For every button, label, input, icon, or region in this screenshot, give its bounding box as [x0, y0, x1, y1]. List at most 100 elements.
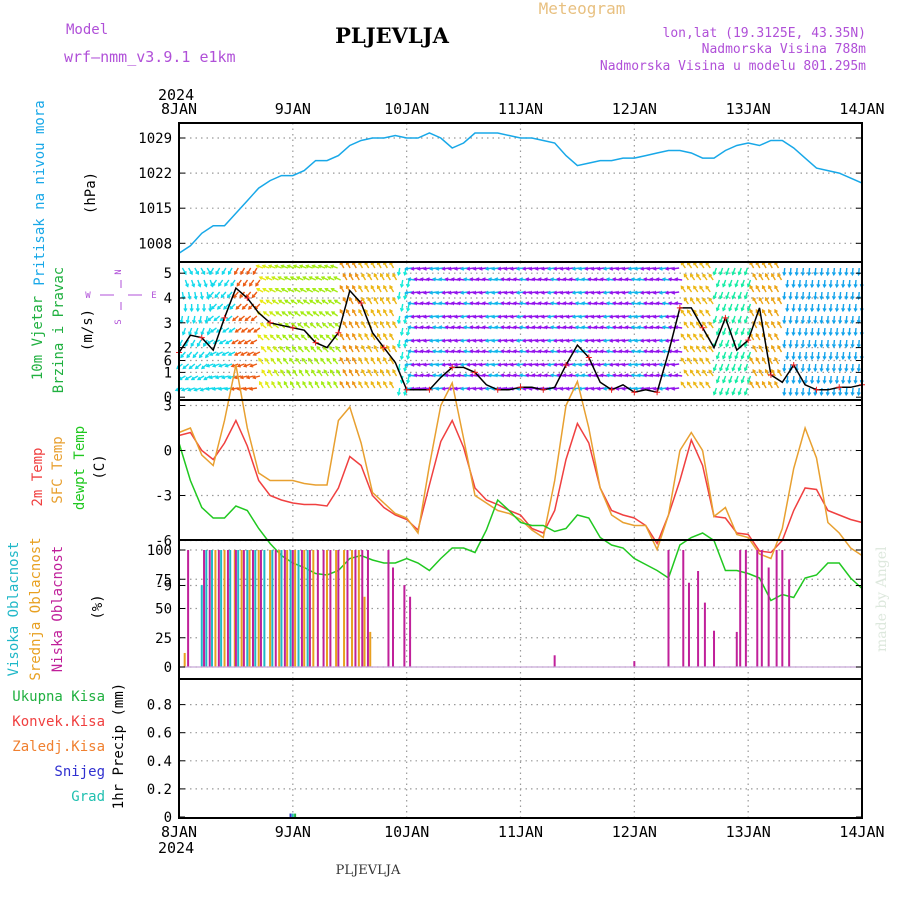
wind-arrowhead: [262, 311, 267, 315]
wind-arrow: [578, 387, 587, 390]
wind-arrowhead: [537, 373, 542, 378]
wind-arrowhead: [355, 368, 359, 373]
wind-arrowhead: [348, 344, 353, 349]
wind-arrowhead: [624, 325, 629, 330]
signature: made by Angel: [874, 546, 890, 652]
wind-arrowhead: [438, 277, 443, 282]
wind-arrow: [439, 350, 447, 353]
wind-arrow: [361, 273, 367, 281]
wind-arrow: [352, 381, 357, 389]
wind-arrow: [397, 267, 401, 276]
wind-arrow: [211, 279, 218, 287]
wind-arrow: [247, 351, 255, 356]
wind-arrowhead: [509, 362, 514, 367]
wind-arrowhead: [764, 272, 769, 277]
wind-arrow: [839, 387, 842, 396]
wind-arrow: [507, 350, 515, 353]
wind-arrow: [848, 327, 851, 336]
wind-arrow: [222, 327, 230, 333]
wind-arrowhead: [768, 284, 772, 289]
wind-arrow: [808, 363, 811, 372]
wind-arrowhead: [602, 266, 607, 271]
model-label: Model: [66, 22, 108, 38]
wind-arrowhead: [540, 362, 545, 367]
wind-arrow: [802, 291, 805, 300]
wind-arrowhead: [475, 277, 480, 282]
wind-arrowhead: [825, 368, 830, 373]
wind-arrow: [482, 278, 490, 281]
wind-arrow: [389, 381, 395, 389]
wind-arrow: [725, 387, 730, 395]
wind-arrowhead: [205, 386, 210, 391]
wind-arrowhead: [361, 296, 365, 301]
wind-arrow: [292, 369, 298, 377]
wind-arrow: [616, 267, 624, 270]
wind-arrowhead: [469, 301, 474, 306]
wind-arrow: [295, 358, 301, 365]
wind-arrowhead: [413, 373, 418, 378]
wind-arrow: [342, 369, 348, 377]
wind-arrow: [426, 374, 434, 377]
wind-arrowhead: [352, 284, 356, 289]
wind-arrowhead: [737, 391, 742, 396]
wind-arrow: [181, 387, 189, 392]
wind-arrowhead: [525, 325, 530, 330]
wind-arrow: [550, 302, 559, 305]
wind-arrowhead: [847, 332, 852, 337]
wind-arrowhead: [358, 332, 362, 337]
wind-arrow: [420, 326, 428, 329]
wind-arrowhead: [248, 386, 254, 391]
wind-arrow: [650, 278, 658, 281]
wind-arrowhead: [459, 314, 465, 319]
wind-arrow: [305, 264, 314, 269]
wind-arrow: [738, 315, 742, 323]
wind-arrow: [641, 315, 649, 318]
wind-arrow: [389, 357, 395, 365]
wind-arrowhead: [345, 380, 350, 385]
wind-arrowhead: [655, 277, 660, 282]
wind-arrowhead: [686, 381, 691, 386]
wind-arrowhead: [370, 308, 375, 313]
wind-arrow: [432, 374, 441, 377]
wind-arrowhead: [671, 314, 676, 319]
wind-arrowhead: [240, 352, 245, 356]
wind-arrow: [693, 261, 699, 269]
wind-arrow: [370, 309, 376, 317]
wind-arrowhead: [574, 325, 579, 330]
wind-arrowhead: [225, 317, 230, 322]
wind-arrow: [569, 326, 577, 329]
wind-arrow: [205, 351, 211, 358]
wind-arrow: [361, 297, 367, 305]
wind-arrowhead: [216, 305, 221, 310]
wind-arrow: [789, 267, 792, 276]
wind-arrowhead: [295, 276, 301, 280]
wind-arrow: [613, 350, 621, 353]
wind-arrowhead: [257, 334, 262, 339]
wind-speed-marker: [836, 384, 843, 391]
wind-arrowhead: [199, 387, 204, 392]
wind-arrow: [303, 299, 310, 305]
wind-arrow: [392, 297, 398, 305]
wind-arrowhead: [277, 276, 282, 280]
wind-arrow: [405, 315, 413, 318]
wind-arrow: [325, 311, 332, 317]
wind-arrow: [836, 327, 839, 336]
wind-arrow: [631, 302, 639, 305]
wind-arrow: [653, 291, 661, 294]
wind-arrow: [467, 363, 475, 366]
wind-arrowhead: [289, 357, 293, 362]
wind-arrow: [451, 350, 459, 353]
wind-arrowhead: [367, 344, 372, 349]
wind-arrowhead: [556, 325, 561, 330]
wind-arrowhead: [543, 277, 548, 282]
year-label-bottom: 2024: [158, 839, 194, 857]
wind-arrow: [501, 278, 509, 281]
wind-arrow: [461, 363, 469, 366]
wind-arrowhead: [228, 329, 233, 333]
wind-arrowhead: [403, 271, 408, 277]
wind-arrowhead: [205, 354, 209, 359]
wind-arrow: [529, 291, 537, 294]
wind-arrowhead: [702, 369, 706, 374]
wind-arrow: [376, 357, 382, 365]
wind-arrowhead: [330, 287, 335, 292]
